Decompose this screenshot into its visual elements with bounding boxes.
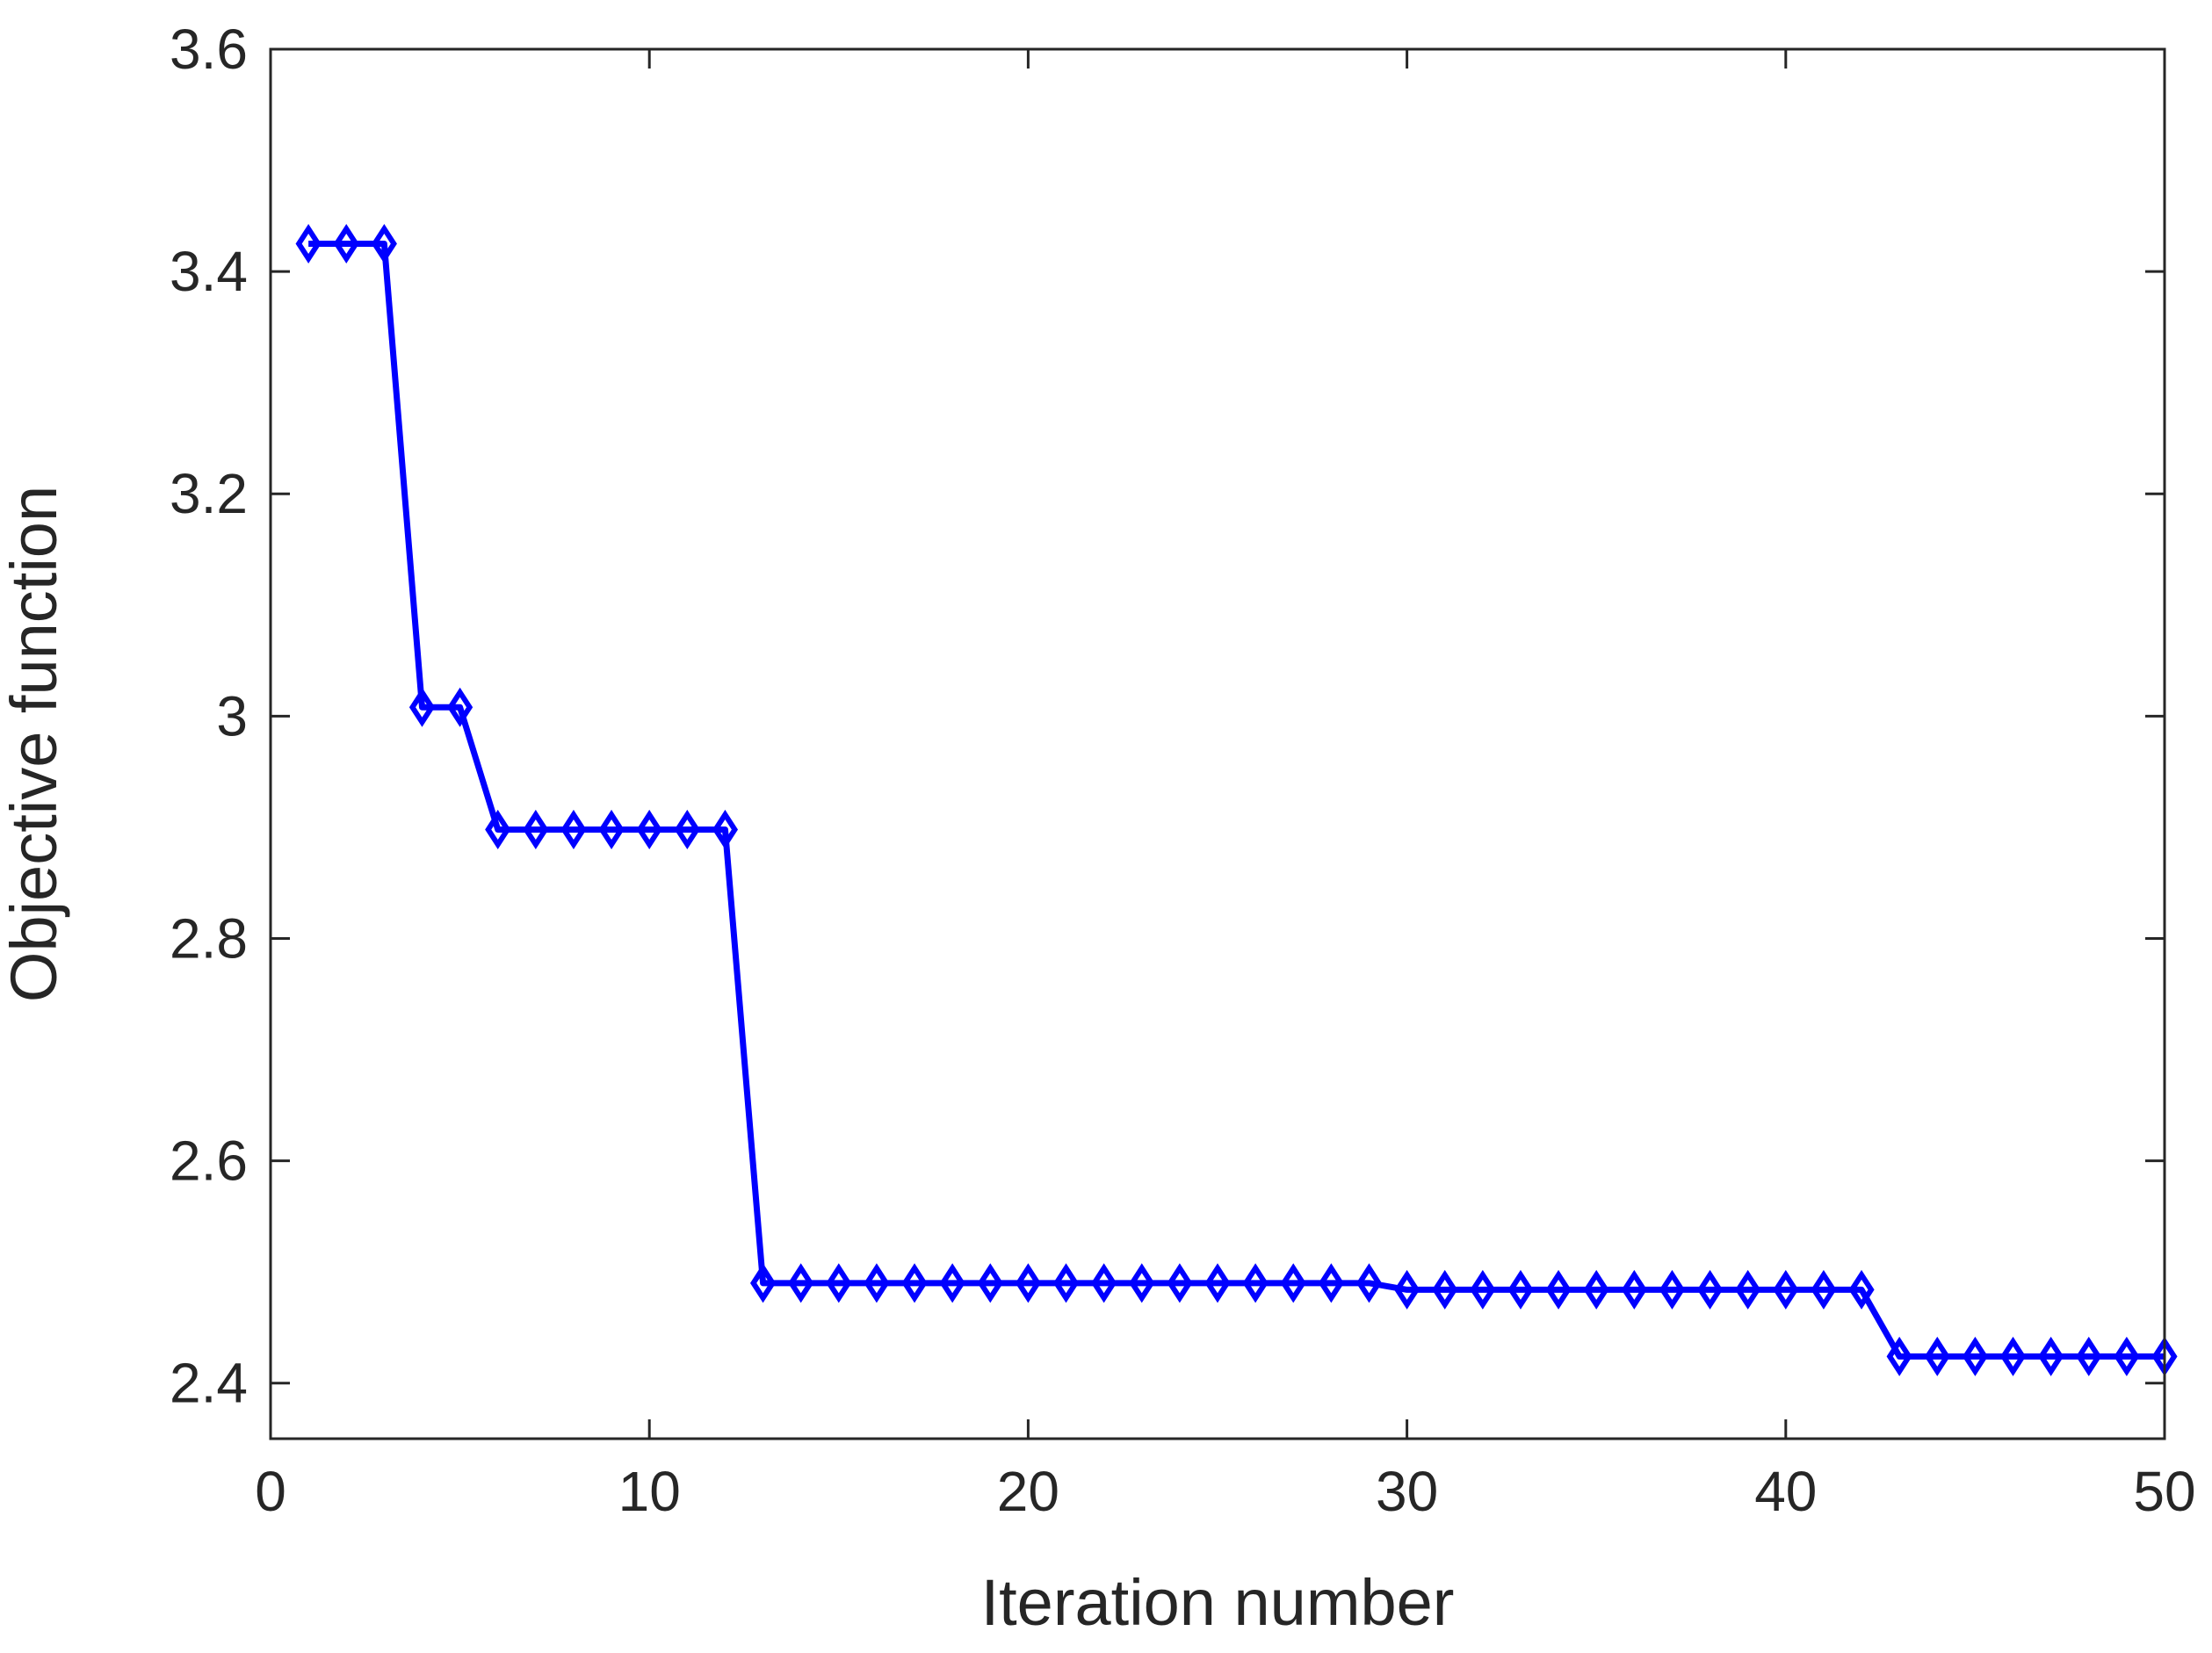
data-point-marker xyxy=(333,223,359,264)
data-point-marker xyxy=(1583,1269,1609,1310)
x-tick-label: 40 xyxy=(1754,1460,1817,1523)
series-line xyxy=(308,240,2165,1360)
data-point-marker xyxy=(1545,1269,1572,1310)
y-tick-label: 2.6 xyxy=(170,1130,248,1193)
x-tick-label: 30 xyxy=(1376,1460,1438,1523)
y-tick-label: 3.4 xyxy=(170,240,248,303)
data-point-marker xyxy=(560,809,587,849)
data-point-marker xyxy=(2038,1336,2064,1376)
data-point-marker xyxy=(1507,1269,1534,1310)
data-point-marker xyxy=(1696,1269,1724,1310)
data-point-marker xyxy=(1091,1263,1117,1303)
data-point-marker xyxy=(1432,1269,1458,1310)
data-point-marker xyxy=(977,1263,1003,1303)
data-point-marker xyxy=(447,687,473,727)
data-point-marker xyxy=(1773,1269,1799,1310)
data-point-marker xyxy=(1848,1269,1875,1310)
data-point-marker xyxy=(636,809,662,849)
data-point-marker xyxy=(1280,1263,1306,1303)
data-point-marker xyxy=(1470,1269,1496,1310)
data-point-marker xyxy=(1167,1263,1193,1303)
data-point-marker xyxy=(1129,1263,1155,1303)
data-point-marker xyxy=(788,1263,814,1303)
data-point-marker xyxy=(1962,1336,1988,1376)
data-point-marker xyxy=(1204,1263,1231,1303)
y-tick-label: 2.8 xyxy=(170,906,248,970)
y-tick-label: 3.2 xyxy=(170,462,248,525)
data-point-marker xyxy=(939,1263,965,1303)
data-point-marker xyxy=(2076,1336,2102,1376)
data-point-marker xyxy=(295,223,322,264)
data-point-marker xyxy=(1999,1336,2027,1376)
data-point-marker xyxy=(901,1263,928,1303)
data-point-marker xyxy=(1355,1263,1383,1303)
data-point-marker xyxy=(826,1263,852,1303)
data-point-marker xyxy=(408,687,436,727)
plot-frame xyxy=(269,47,2166,1440)
data-point-marker xyxy=(371,223,397,264)
data-point-marker xyxy=(864,1263,890,1303)
data-point-marker xyxy=(523,809,549,849)
ticks-layer: 0 10 20 30 40 50 2.4 2.6 2.8 3 3.2 3.4 3.6 xyxy=(170,18,2196,1523)
data-point-marker xyxy=(1318,1263,1344,1303)
data-point-marker xyxy=(1735,1269,1761,1310)
data-point-marker xyxy=(1659,1269,1686,1310)
y-axis-label: Objective function xyxy=(0,486,70,1002)
x-tick-label: 20 xyxy=(997,1460,1059,1523)
x-tick-label: 50 xyxy=(2133,1460,2195,1523)
data-point-marker xyxy=(2114,1336,2140,1376)
data-point-marker xyxy=(1811,1269,1837,1310)
data-point-marker xyxy=(1886,1336,1912,1376)
data-point-marker xyxy=(1621,1269,1647,1310)
data-point-marker xyxy=(1924,1336,1950,1376)
data-point-marker xyxy=(674,809,700,849)
y-tick-label: 2.4 xyxy=(170,1352,248,1415)
data-point-marker xyxy=(1242,1263,1269,1303)
data-point-marker xyxy=(485,809,511,849)
data-point-marker xyxy=(712,809,739,849)
series-layer xyxy=(295,223,2178,1376)
x-tick-label: 0 xyxy=(255,1460,286,1523)
data-point-marker xyxy=(1052,1263,1080,1303)
y-tick-label: 3 xyxy=(216,684,248,747)
data-point-marker xyxy=(598,809,625,849)
data-point-marker xyxy=(749,1263,777,1303)
data-point-marker xyxy=(1015,1263,1041,1303)
x-tick-label: 10 xyxy=(618,1460,681,1523)
x-axis-label: Iteration number xyxy=(981,1566,1455,1639)
y-tick-label: 3.6 xyxy=(170,18,248,81)
data-point-marker xyxy=(1394,1269,1420,1310)
